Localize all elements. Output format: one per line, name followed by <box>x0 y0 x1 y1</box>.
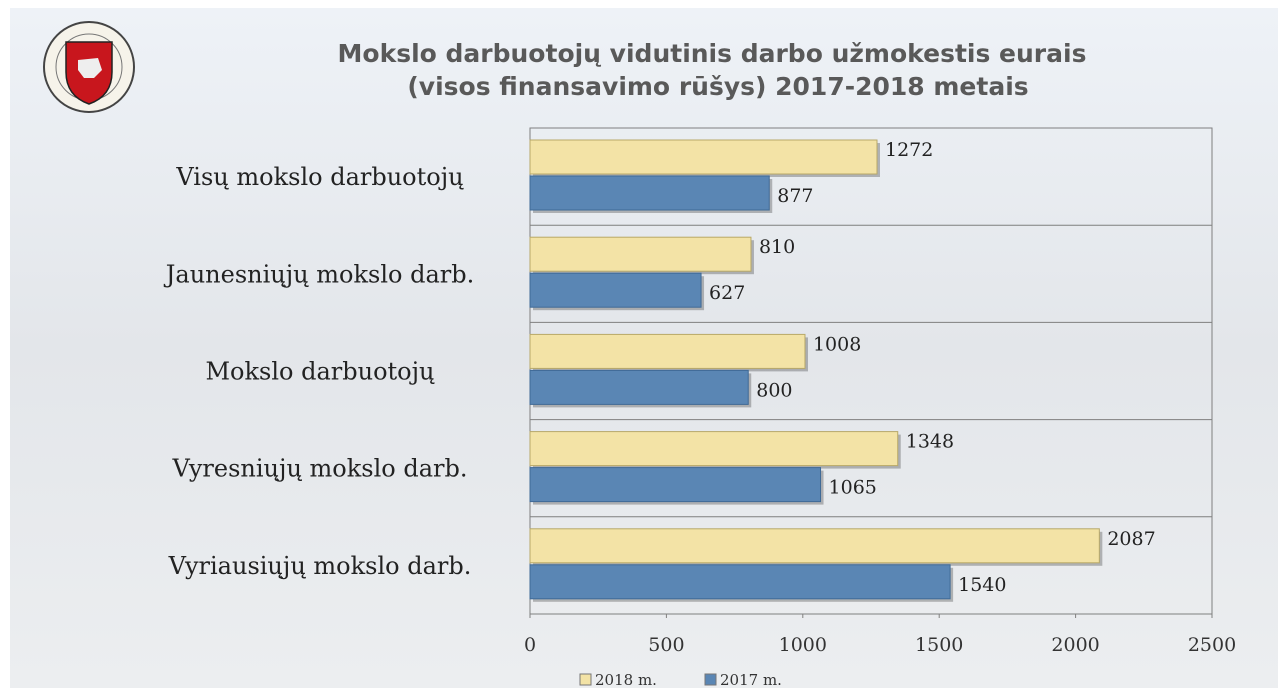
data-label: 1540 <box>958 574 1006 596</box>
logo <box>43 21 135 113</box>
bar <box>529 431 899 467</box>
y-tick-label: Vyriausiųjų mokslo darb. <box>168 552 472 580</box>
data-label: 800 <box>756 379 792 401</box>
bar <box>529 564 951 600</box>
legend-swatch <box>579 673 592 686</box>
legend-label: 2017 m. <box>720 671 782 689</box>
legend-label: 2018 m. <box>595 671 657 689</box>
bar <box>529 139 878 175</box>
data-label: 810 <box>759 236 795 258</box>
x-tick-label: 2000 <box>1051 634 1099 656</box>
bar <box>529 175 770 211</box>
data-label: 1065 <box>829 477 877 499</box>
data-label: 877 <box>777 185 813 207</box>
data-label: 1272 <box>885 139 933 161</box>
x-tick-label: 1500 <box>915 634 963 656</box>
bar <box>529 272 702 308</box>
bar <box>529 467 822 503</box>
data-label: 2087 <box>1107 528 1155 550</box>
x-tick-label: 500 <box>648 634 684 656</box>
data-label: 1348 <box>906 431 954 453</box>
bar <box>529 528 1100 564</box>
y-tick-label: Vyresniųjų mokslo darb. <box>172 455 468 483</box>
x-tick-label: 2500 <box>1188 634 1236 656</box>
chart-title: Mokslo darbuotojų vidutinis darbo užmoke… <box>338 39 1087 68</box>
data-label: 627 <box>709 282 745 304</box>
chart-subtitle: (visos finansavimo rūšys) 2017-2018 meta… <box>407 72 1028 101</box>
y-tick-label: Jaunesniųjų mokslo darb. <box>163 260 474 288</box>
x-tick-label: 0 <box>524 634 536 656</box>
bar <box>529 369 749 405</box>
bar <box>529 236 752 272</box>
data-label: 1008 <box>813 333 861 355</box>
legend-swatch <box>704 673 717 686</box>
y-tick-label: Visų mokslo darbuotojų <box>175 163 464 191</box>
bar <box>529 333 806 369</box>
x-tick-label: 1000 <box>779 634 827 656</box>
y-tick-label: Mokslo darbuotojų <box>205 358 435 386</box>
